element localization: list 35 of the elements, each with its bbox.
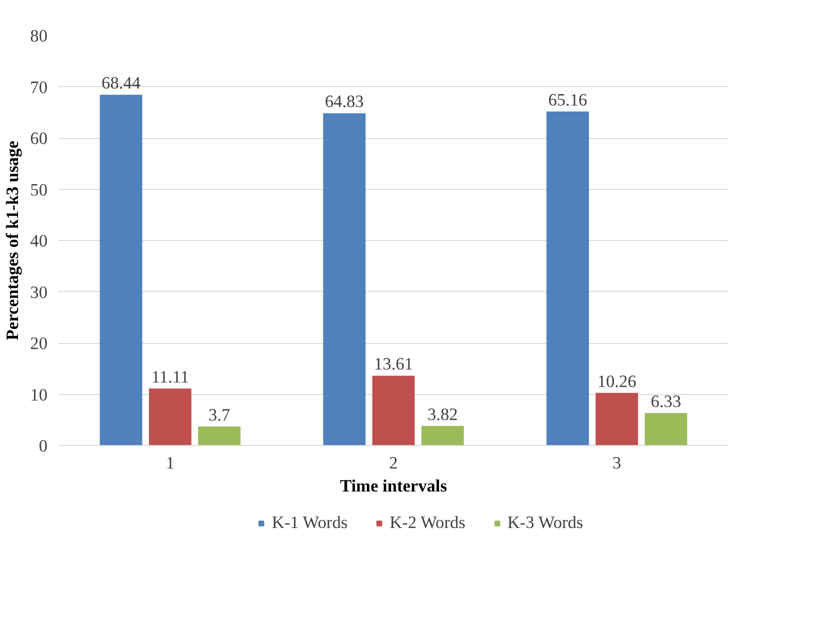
x-tick-label: 1 [166, 454, 175, 472]
x-tick-label: 3 [612, 454, 622, 472]
y-tick-label: 10 [30, 385, 48, 404]
x-tick-label: 2 [389, 454, 398, 472]
y-tick-label: 40 [30, 232, 48, 250]
bar [372, 376, 415, 446]
y-axis-title: Percentages of k1-k3 usage [3, 140, 22, 340]
bar [198, 426, 241, 446]
y-tick-label: 70 [30, 78, 48, 97]
legend-label: K-1 Words [272, 513, 348, 533]
data-label: 3.82 [427, 404, 458, 424]
bar [596, 392, 638, 446]
data-label: 6.33 [650, 392, 682, 412]
data-label: 11.11 [151, 368, 190, 387]
bar [644, 413, 688, 446]
data-label: 68.44 [102, 74, 141, 93]
bar [421, 426, 464, 446]
y-tick-label: 30 [30, 282, 48, 302]
data-label: 65.16 [548, 90, 588, 110]
y-tick-label: 60 [30, 129, 48, 148]
data-label: 13.61 [374, 354, 414, 374]
y-tick-label: 50 [30, 180, 48, 200]
y-tick-label: 80 [30, 26, 48, 46]
x-axis-title: Time intervals [340, 476, 448, 496]
y-tick-label: 20 [30, 334, 48, 353]
data-label: 3.7 [208, 406, 230, 425]
data-label: 10.26 [597, 372, 637, 391]
y-tick-label: 0 [38, 436, 48, 456]
bar [100, 94, 142, 446]
bar [323, 113, 366, 446]
legend-label: K-2 Words [390, 513, 466, 533]
bar [546, 112, 589, 446]
bar [148, 388, 192, 446]
legend-label: K-3 Words [507, 513, 584, 533]
data-label: 64.83 [324, 92, 364, 112]
